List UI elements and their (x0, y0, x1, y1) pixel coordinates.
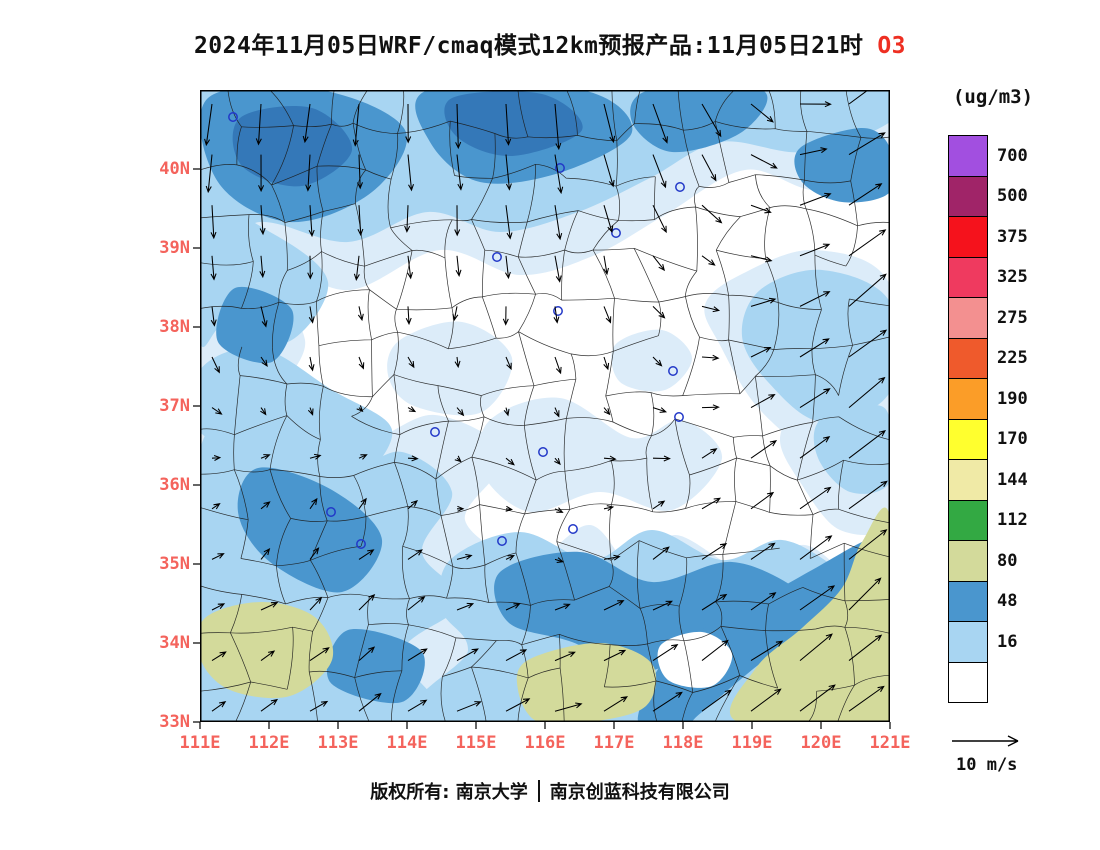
colorbar-swatch (948, 175, 988, 217)
colorbar-swatch (948, 378, 988, 420)
colorbar-cell-170: 170 (948, 418, 1028, 460)
colorbar-cell-275: 275 (948, 297, 1028, 339)
plot-frame (200, 90, 890, 722)
colorbar-cell-225: 225 (948, 337, 1028, 379)
colorbar-cell-min (948, 661, 1028, 703)
colorbar-label: 48 (997, 591, 1018, 612)
copyright-company: 南京创蓝科技有限公司 (549, 782, 730, 803)
lat-label-35N: 35N (159, 554, 190, 574)
colorbar-swatch (948, 621, 988, 663)
axis-ticks (193, 168, 891, 729)
city-marker (538, 447, 548, 457)
lon-label-121E: 121E (869, 733, 911, 753)
colorbar-label: 80 (997, 550, 1018, 571)
city-marker (611, 228, 621, 238)
lat-label-39N: 39N (159, 238, 190, 258)
colorbar-swatch (948, 540, 988, 582)
wind-scale-label: 10 m/s (956, 755, 1018, 775)
city-marker (228, 112, 238, 122)
lat-label-34N: 34N (159, 633, 190, 653)
city-marker (668, 366, 678, 376)
city-marker (555, 163, 565, 173)
city-marker (356, 539, 366, 549)
colorbar-swatch (948, 661, 988, 703)
copyright-line: 版权所有: 南京大学 南京创蓝科技有限公司 (0, 778, 1100, 804)
colorbar-swatch (948, 499, 988, 541)
admin-boundaries (200, 90, 890, 722)
lon-label-115E: 115E (455, 733, 497, 753)
lat-label-33N: 33N (159, 712, 190, 732)
colorbar-label: 325 (997, 267, 1028, 288)
wind-scale-legend: 10 m/s (946, 730, 1066, 775)
colorbar-swatch (948, 418, 988, 460)
lon-label-114E: 114E (386, 733, 428, 753)
colorbar-label: 225 (997, 348, 1028, 369)
colorbar-label: 112 (997, 510, 1028, 531)
city-marker (326, 507, 336, 517)
contour-fills (200, 90, 890, 722)
colorbar-swatch (948, 337, 988, 379)
colorbar-cell-112: 112 (948, 499, 1028, 541)
wind-vectors (204, 90, 888, 712)
lon-label-111E: 111E (179, 733, 221, 753)
colorbar-cell-700: 700 (948, 135, 1028, 177)
colorbar-label: 16 (997, 631, 1018, 652)
colorbar-label: 275 (997, 307, 1028, 328)
page-title: 2024年11月05日WRF/cmaq模式12km预报产品:11月05日21时 O… (0, 26, 1100, 60)
lon-label-119E: 119E (731, 733, 773, 753)
title-species: O3 (877, 33, 907, 59)
colorbar-cell-500: 500 (948, 175, 1028, 217)
city-marker (553, 306, 563, 316)
colorbar-swatch (948, 297, 988, 339)
lat-label-37N: 37N (159, 396, 190, 416)
lat-label-38N: 38N (159, 317, 190, 337)
colorbar-swatch (948, 580, 988, 622)
wind-scale-arrow (952, 735, 1019, 747)
colorbar-label: 190 (997, 388, 1028, 409)
colorbar: 700 500 375 325 275 225 190 170 144 112 80 48 16 (948, 135, 1028, 703)
lon-label-112E: 112E (248, 733, 290, 753)
city-marker (675, 182, 685, 192)
colorbar-swatch (948, 459, 988, 501)
colorbar-cell-80: 80 (948, 540, 1028, 582)
copyright-divider-bar (537, 780, 540, 802)
colorbar-cell-48: 48 (948, 580, 1028, 622)
colorbar-label: 700 (997, 145, 1028, 166)
city-marker (430, 427, 440, 437)
colorbar-cell-375: 375 (948, 216, 1028, 258)
colorbar-unit: (ug/m3) (952, 86, 1034, 108)
lon-label-116E: 116E (524, 733, 566, 753)
lat-label-40N: 40N (159, 159, 190, 179)
copyright-owner: 版权所有: 南京大学 (370, 782, 528, 803)
colorbar-label: 500 (997, 186, 1028, 207)
title-text: 2024年11月05日WRF/cmaq模式12km预报产品:11月05日21时 (193, 33, 864, 59)
lon-label-118E: 118E (662, 733, 704, 753)
lon-label-120E: 120E (800, 733, 842, 753)
lon-label-117E: 117E (593, 733, 635, 753)
city-marker (674, 412, 684, 422)
colorbar-label: 170 (997, 429, 1028, 450)
city-marker (492, 252, 502, 262)
colorbar-cell-16: 16 (948, 621, 1028, 663)
city-marker (497, 536, 507, 546)
lon-label-113E: 113E (317, 733, 359, 753)
forecast-map-canvas (193, 90, 891, 729)
colorbar-swatch (948, 216, 988, 258)
city-markers (228, 112, 685, 549)
city-marker (568, 524, 578, 534)
map-plot (193, 90, 891, 729)
colorbar-swatch (948, 256, 988, 298)
colorbar-cell-144: 144 (948, 459, 1028, 501)
colorbar-cell-190: 190 (948, 378, 1028, 420)
colorbar-cell-325: 325 (948, 256, 1028, 298)
lat-label-36N: 36N (159, 475, 190, 495)
colorbar-label: 144 (997, 469, 1028, 490)
colorbar-swatch (948, 135, 988, 177)
colorbar-label: 375 (997, 226, 1028, 247)
